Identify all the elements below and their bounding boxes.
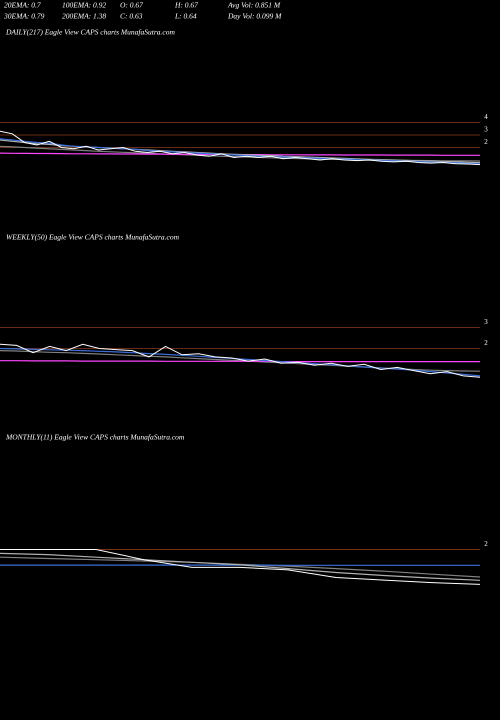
y-tick-label: 2 (484, 138, 488, 146)
header-stat: 20EMA: 0.7 (4, 1, 41, 10)
header-stat: L: 0.64 (174, 12, 197, 21)
price-line (0, 343, 481, 378)
header-stat: O: 0.67 (120, 1, 143, 10)
price-line (0, 549, 481, 585)
y-tick-label: 3 (484, 126, 488, 134)
panel-title: MONTHLY(11) Eagle View CAPS charts Munaf… (5, 433, 185, 442)
header-stat: 100EMA: 0.92 (62, 1, 106, 10)
header-stat: Day Vol: 0.099 M (227, 12, 282, 21)
price-line (0, 130, 481, 166)
price-line (0, 347, 481, 377)
panel-title: DAILY(217) Eagle View CAPS charts Munafa… (5, 28, 175, 37)
header-stat: 200EMA: 1.38 (62, 12, 106, 21)
header-stat: C: 0.63 (120, 12, 143, 21)
header-stat: H: 0.67 (174, 1, 198, 10)
price-line (0, 139, 481, 164)
y-tick-label: 3 (484, 318, 488, 326)
header-stat: Avg Vol: 0.851 M (227, 1, 281, 10)
panel-title: WEEKLY(50) Eagle View CAPS charts Munafa… (6, 233, 180, 242)
y-tick-label: 2 (484, 339, 488, 347)
price-line (0, 360, 480, 363)
y-tick-label: 2 (484, 540, 488, 548)
header-stat: 30EMA: 0.79 (3, 12, 45, 21)
price-line (0, 552, 481, 581)
y-tick-label: 4 (484, 113, 488, 121)
